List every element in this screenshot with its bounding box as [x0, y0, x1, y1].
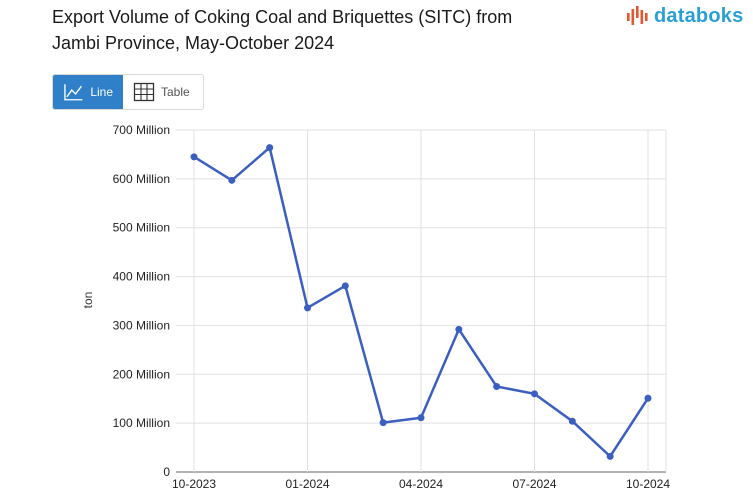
data-point[interactable] [606, 452, 614, 460]
brand-logo[interactable]: databoks [626, 4, 743, 28]
data-point[interactable] [417, 414, 425, 422]
data-point[interactable] [531, 390, 538, 398]
series-line [193, 146, 650, 458]
y-tick-label: 500 Million [113, 221, 170, 235]
data-point[interactable] [304, 304, 311, 312]
table-view-button[interactable]: Table [123, 75, 203, 109]
x-tick-label: 07-2024 [512, 477, 556, 491]
data-point[interactable] [644, 394, 652, 402]
y-tick-label: 200 Million [113, 367, 170, 381]
x-tick-label: 10-2023 [172, 477, 216, 491]
y-tick-label: 700 Million [113, 123, 170, 137]
data-point[interactable] [568, 417, 576, 425]
data-point[interactable] [190, 153, 198, 161]
y-tick-label: 100 Million [113, 416, 170, 430]
data-point[interactable] [493, 383, 501, 390]
view-toggle: Line Table [52, 74, 204, 110]
x-axis-ticks: 10-2023 01-2024 04-2024 07-2024 10-2024 [172, 477, 670, 491]
line-chart-icon [64, 84, 83, 101]
line-view-button[interactable]: Line [53, 75, 123, 109]
x-tick-label: 01-2024 [285, 477, 329, 491]
data-point[interactable] [341, 282, 349, 290]
chart-title-line-1: Export Volume of Coking Coal and Briquet… [52, 7, 513, 27]
y-tick-label: 300 Million [113, 318, 170, 332]
data-point[interactable] [228, 176, 236, 184]
chart-title-line-2: Jambi Province, May-October 2024 [52, 33, 335, 53]
series-layer [190, 144, 652, 460]
line-view-label: Line [90, 85, 113, 99]
y-tick-label: 400 Million [113, 270, 170, 284]
y-axis-label: ton [81, 292, 95, 309]
data-point[interactable] [266, 144, 274, 152]
databoks-logo-icon [627, 6, 648, 25]
data-point[interactable] [455, 325, 463, 333]
x-tick-label: 10-2024 [626, 477, 670, 491]
chart-title: Export Volume of Coking Coal and Briquet… [52, 4, 572, 56]
table-view-label: Table [161, 85, 190, 99]
y-axis-ticks: 0 100 Million 200 Million 300 Million 400 Mi… [113, 123, 171, 479]
data-point[interactable] [379, 419, 387, 427]
table-grid-icon [133, 82, 155, 102]
y-tick-label: 0 [163, 465, 170, 479]
x-tick-label: 04-2024 [399, 477, 443, 491]
brand-name: databoks [654, 4, 744, 27]
y-tick-label: 600 Million [113, 172, 170, 186]
grid-lines [176, 129, 667, 473]
